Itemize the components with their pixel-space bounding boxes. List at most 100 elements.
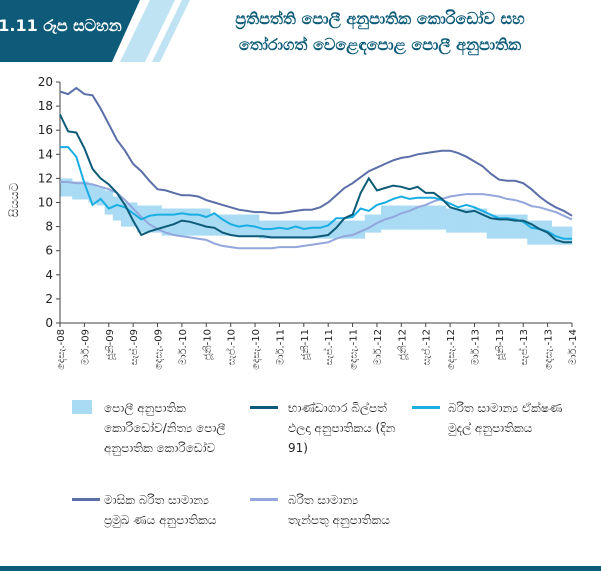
corridor-band — [356, 220, 366, 239]
y-tick-label: 8 — [45, 220, 53, 234]
corridor-band — [169, 208, 179, 236]
corridor-band — [64, 178, 73, 197]
corridor-band — [446, 208, 455, 233]
corridor-band — [413, 205, 422, 230]
header-stripe — [152, 0, 190, 62]
corridor-band — [348, 220, 357, 239]
corridor-band — [88, 184, 97, 203]
corridor-band — [60, 178, 65, 197]
corridor-band — [177, 208, 187, 236]
corridor-band — [72, 181, 81, 200]
corridor-band — [153, 205, 162, 233]
corridor-band — [234, 214, 244, 236]
x-tick-label: දෙසැ.-13 — [544, 329, 555, 370]
corridor-band — [307, 220, 317, 239]
y-axis-label: සියයට — [7, 182, 21, 217]
x-tick-label: දෙසැ.-11 — [349, 329, 360, 370]
y-tick-label: 18 — [38, 99, 53, 113]
y-tick-label: 2 — [45, 292, 53, 306]
corridor-band — [437, 205, 447, 230]
legend-label: බරිත සාමාන්‍ය ඒක්ෂණ මුදල් අනුපාතිකය — [448, 401, 563, 435]
x-tick-label: ජූනි-12 — [397, 329, 408, 360]
legend-label: බරිත සාමාන්‍ය තැන්පතු අනුපාතිකය — [288, 493, 390, 527]
x-tick-label: මාර්.-12 — [372, 329, 384, 365]
legend-swatch — [72, 400, 92, 414]
legend-swatch — [412, 406, 440, 409]
x-tick-label: සැප්.-11 — [322, 329, 335, 365]
legend-label: පොලී අනුපාතික කොරිඩෝව/නිත්‍ය පොලී අනුපාත… — [104, 401, 226, 455]
y-tick-label: 10 — [38, 196, 53, 210]
corridor-band — [462, 208, 471, 233]
y-tick-label: 14 — [38, 147, 53, 161]
corridor-band — [364, 214, 374, 233]
line-series — [60, 146, 572, 240]
corridor-band — [486, 214, 496, 239]
footer-rule — [0, 566, 601, 571]
corridor-band — [210, 214, 219, 236]
corridor-band — [250, 214, 260, 236]
x-tick-label: ජූනි-13 — [495, 329, 506, 360]
corridor-band — [519, 214, 528, 239]
legend-swatch — [250, 498, 278, 501]
y-tick-label: 12 — [38, 171, 53, 185]
corridor-band — [291, 220, 301, 239]
corridor-band — [275, 220, 284, 239]
corridor-band — [527, 220, 536, 245]
x-tick-label: සැප්.-09 — [127, 329, 140, 365]
y-tick-label: 4 — [45, 268, 53, 282]
corridor-band — [80, 181, 89, 200]
corridor-band — [332, 220, 341, 239]
chart-title: ප්‍රතිපත්ති පොලී අනුපාතික කොරිඩෝව සහ — [235, 9, 525, 30]
line-series — [59, 114, 572, 244]
corridor-band — [120, 202, 130, 227]
line-series — [59, 86, 573, 217]
legend-swatch — [250, 406, 278, 409]
x-tick-label: ජූනි-09 — [105, 329, 116, 360]
header-stripe — [120, 0, 175, 62]
corridor-band — [494, 214, 504, 239]
x-tick-label: මාර්.-11 — [274, 329, 286, 365]
corridor-band — [324, 220, 333, 239]
x-tick-label: දෙසැ.-12 — [446, 329, 457, 370]
header: 1.11 රූප සටහන ප්‍රතිපත්ති පොලී අනුපාතික … — [0, 0, 525, 62]
x-tick-label: ජූනි-11 — [300, 329, 311, 360]
chart-number: 1.11 රූප සටහන — [0, 16, 122, 35]
corridor-band — [478, 208, 487, 233]
corridor-band — [161, 208, 171, 236]
corridor-band — [511, 214, 520, 239]
corridor-band — [405, 205, 414, 230]
corridor-band — [397, 205, 406, 230]
corridor-band — [454, 208, 463, 233]
corridor-band — [194, 208, 203, 236]
x-tick-label: මාර්.-13 — [469, 329, 481, 365]
corridor-band — [340, 220, 349, 239]
header-box — [0, 0, 140, 62]
y-tick-label: 16 — [38, 123, 53, 137]
x-tick-label: මාර්.-10 — [177, 329, 189, 365]
line-series — [60, 181, 573, 250]
x-tick-label: ජූනි-10 — [202, 329, 213, 360]
x-tick-label: මාර්.-14 — [567, 329, 579, 365]
corridor-band — [559, 226, 569, 245]
corridor-band — [535, 220, 544, 245]
corridor-band — [316, 220, 325, 239]
legend-label: භාණ්ඩාගාර බිල්පත් ඵලදා අනුපාතිකය (දින 91… — [288, 401, 396, 455]
y-tick-label: 20 — [38, 75, 53, 89]
legend-swatch — [72, 498, 100, 501]
corridor-band — [218, 214, 227, 236]
corridor-band — [96, 187, 105, 206]
corridor-band — [104, 190, 114, 215]
x-tick-label: දෙසැ.-10 — [251, 329, 262, 370]
x-tick-label: දෙසැ.-08 — [56, 329, 67, 370]
legend-label: මාසික බරිත සාමාන්‍ය ප්‍රමුඛ ණය අනුපාතිකය — [104, 493, 217, 527]
x-tick-label: සැප්.-13 — [517, 329, 530, 365]
y-tick-label: 0 — [45, 316, 53, 330]
x-tick-label: මාර්.-09 — [79, 329, 91, 365]
corridor-band — [567, 226, 573, 245]
corridor-band — [429, 205, 439, 230]
corridor-band — [381, 205, 390, 230]
x-tick-label: සැප්.-10 — [225, 329, 238, 365]
corridor-band — [112, 196, 122, 221]
